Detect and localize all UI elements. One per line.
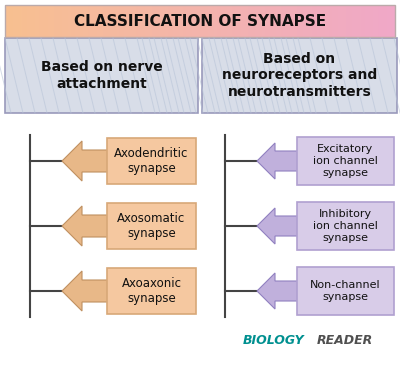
Text: Axosomatic
synapse: Axosomatic synapse <box>117 212 186 240</box>
Text: Based on
neuroreceptors and
neurotransmitters: Based on neuroreceptors and neurotransmi… <box>222 52 377 99</box>
Bar <box>5 5 395 37</box>
FancyBboxPatch shape <box>297 267 394 315</box>
Text: BIOLOGY: BIOLOGY <box>243 334 305 346</box>
FancyBboxPatch shape <box>107 138 196 184</box>
FancyBboxPatch shape <box>107 268 196 314</box>
Text: Inhibitory
ion channel
synapse: Inhibitory ion channel synapse <box>313 209 378 242</box>
Text: Excitatory
ion channel
synapse: Excitatory ion channel synapse <box>313 144 378 177</box>
Text: Non-channel
synapse: Non-channel synapse <box>310 280 381 302</box>
Polygon shape <box>62 206 112 246</box>
Bar <box>202 38 397 113</box>
Bar <box>5 38 198 113</box>
Polygon shape <box>257 143 302 179</box>
Text: Axodendritic
synapse: Axodendritic synapse <box>114 147 189 175</box>
Polygon shape <box>62 141 112 181</box>
Polygon shape <box>257 208 302 244</box>
Text: Axoaxonic
synapse: Axoaxonic synapse <box>122 277 182 305</box>
FancyBboxPatch shape <box>297 202 394 250</box>
Polygon shape <box>62 271 112 311</box>
Text: READER: READER <box>317 334 373 346</box>
Text: CLASSIFICATION OF SYNAPSE: CLASSIFICATION OF SYNAPSE <box>74 14 326 28</box>
Text: Based on nerve
attachment: Based on nerve attachment <box>41 61 162 91</box>
Polygon shape <box>257 273 302 309</box>
FancyBboxPatch shape <box>297 137 394 185</box>
FancyBboxPatch shape <box>107 203 196 249</box>
